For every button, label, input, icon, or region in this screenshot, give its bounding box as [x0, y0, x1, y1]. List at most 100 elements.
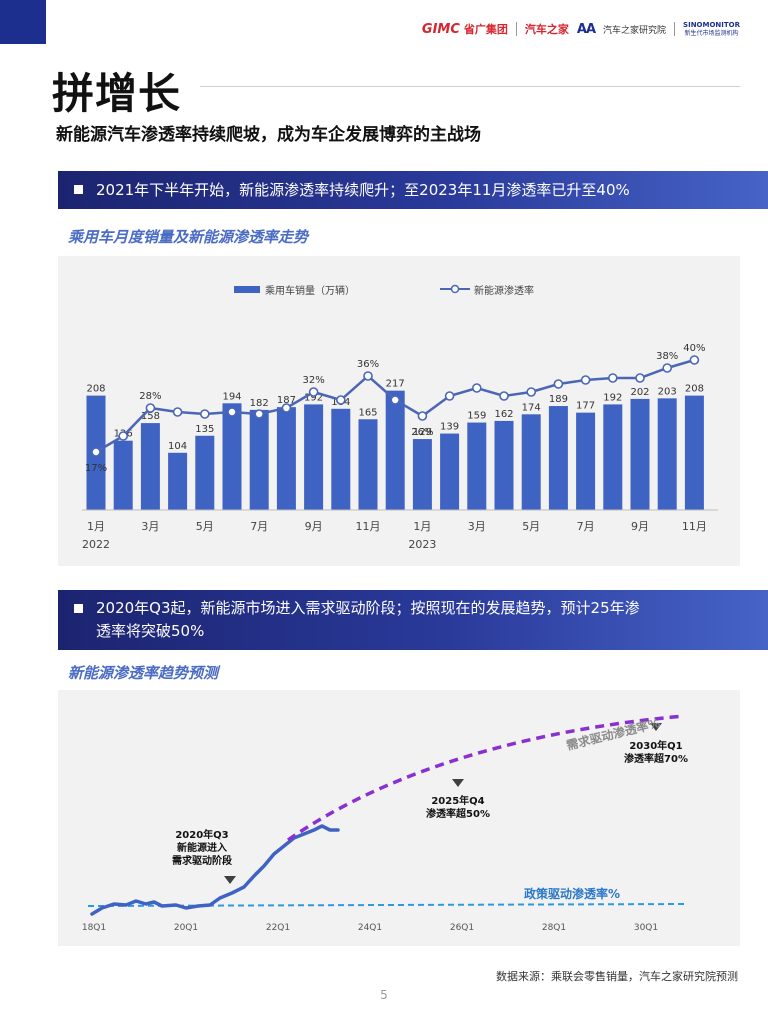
bullet-square-icon: [74, 604, 83, 613]
sales-bar-label: 104: [168, 441, 187, 452]
x-tick-label: 5月: [522, 520, 540, 533]
sales-bar: [222, 403, 242, 510]
data-source-note: 数据来源：乘联会零售销量，汽车之家研究院预测: [496, 970, 738, 983]
sales-bar-label: 187: [277, 395, 296, 406]
penetration-point: [662, 363, 673, 373]
legend-line-marker: [450, 284, 460, 294]
partner-logos: GIMC 省广集团 汽车之家 AA 汽车之家研究院 SINOMONITOR 新生…: [422, 18, 740, 40]
title-divider: [200, 86, 740, 87]
page-subtitle: 新能源汽车渗透率持续爬坡，成为车企发展博弈的主战场: [56, 125, 481, 145]
x-tick-18q1: 18Q1: [82, 923, 106, 933]
demand-driven-forecast-line: [286, 714, 685, 842]
forecast-chart-heading: 新能源渗透率趋势预测: [68, 664, 219, 682]
x-tick-label: 11月: [356, 520, 381, 533]
sales-bar: [684, 395, 704, 510]
sales-bar: [548, 406, 568, 510]
annotation-2030q1-line1: 2030年Q1: [629, 739, 682, 752]
penetration-label: 40%: [683, 343, 705, 354]
penetration-point: [390, 395, 401, 405]
gimc-logo: GIMC: [421, 21, 460, 37]
legend-bar-swatch: [234, 286, 260, 293]
marker-2020q3-icon: [224, 876, 236, 884]
marker-2030q1-icon: [650, 723, 662, 731]
x-tick-22q1: 22Q1: [266, 923, 290, 933]
penetration-point: [689, 355, 700, 365]
penetration-point: [580, 375, 591, 385]
sales-bar: [521, 414, 541, 510]
logo-divider: [674, 22, 676, 36]
page-number: 5: [380, 988, 388, 1002]
penetration-point: [281, 403, 292, 413]
research-logo-mark: AA: [576, 21, 596, 37]
x-tick-20q1: 20Q1: [174, 923, 198, 933]
penetration-point: [526, 387, 537, 397]
sales-bar-label: 135: [195, 424, 214, 435]
sales-bar-label: 129: [413, 427, 432, 438]
penetration-point: [200, 409, 210, 419]
penetration-point: [227, 407, 237, 417]
x-tick-label: 1月: [413, 520, 431, 533]
policy-driven-series-label: 政策驱动渗透率%: [524, 886, 620, 901]
x-tick-label: 9月: [631, 520, 649, 533]
sales-bar: [657, 398, 677, 510]
sales-bar-label: 182: [250, 398, 269, 409]
x-tick-30q1: 30Q1: [634, 923, 658, 933]
annotation-2025q4-line1: 2025年Q4: [431, 794, 484, 807]
sales-bar: [358, 419, 378, 510]
legend-penetration-label: 新能源渗透率: [474, 284, 534, 297]
sales-bar-label: 208: [86, 384, 105, 395]
sales-bar: [304, 404, 324, 510]
sales-bar-label: 158: [141, 411, 160, 422]
penetration-label: 28%: [139, 391, 161, 402]
sales-bar: [276, 407, 296, 510]
annotation-2020q3-line1: 2020年Q3: [175, 828, 228, 841]
sinomonitor-name: SINOMONITOR: [683, 20, 740, 29]
penetration-label: 36%: [357, 359, 379, 370]
x-tick-label: 1月: [87, 520, 105, 533]
penetration-point: [471, 383, 482, 393]
bullet-square-icon: [74, 185, 83, 194]
sales-bar-label: 202: [630, 387, 649, 398]
penetration-label: 17%: [85, 463, 107, 474]
penetration-forecast-chart: 2020年Q3 新能源进入 需求驱动阶段 2025年Q4 渗透率超50% 203…: [58, 690, 740, 946]
penetration-point: [363, 371, 373, 381]
corner-accent: [0, 0, 46, 44]
penetration-point: [308, 387, 319, 397]
penetration-label: 26%: [411, 427, 433, 438]
sales-bar-label: 165: [358, 407, 377, 418]
x-tick-28q1: 28Q1: [542, 923, 566, 933]
sales-bar-label: 192: [304, 392, 323, 403]
penetration-point: [172, 407, 183, 417]
x-tick-label: 3月: [141, 520, 159, 533]
penetration-label: 38%: [656, 351, 678, 362]
sales-bar: [385, 390, 405, 510]
penetration-point: [254, 409, 264, 419]
key-point-banner-2: 2020年Q3起，新能源市场进入需求驱动阶段；按照现在的发展趋势，预计25年渗 …: [58, 590, 768, 650]
annotation-2030q1-line2: 渗透率超70%: [624, 752, 688, 765]
sales-bar-label: 194: [222, 391, 241, 402]
sales-bar: [603, 404, 623, 510]
banner-2-line-2: 透率将突破50%: [96, 622, 205, 640]
x-tick-label: 9月: [305, 520, 323, 533]
sales-bar-label: 139: [440, 422, 459, 433]
sales-bar: [140, 423, 160, 510]
x-tick-24q1: 24Q1: [358, 923, 382, 933]
sales-bar-label: 203: [658, 386, 677, 397]
legend-sales-label: 乘用车销量（万辆）: [265, 284, 355, 297]
penetration-point: [444, 391, 455, 401]
x-tick-label: 11月: [682, 520, 707, 533]
historical-penetration-line: [90, 824, 340, 916]
sinomonitor-logo: SINOMONITOR 新生代市场监测机构: [683, 21, 740, 38]
sales-bar: [576, 412, 596, 510]
sales-bar-label: 162: [494, 409, 513, 420]
sales-bar: [412, 439, 432, 510]
penetration-point: [499, 391, 509, 401]
sales-bar: [113, 440, 133, 510]
sales-bar-label: 174: [522, 402, 541, 413]
gimc-logo-cn: 省广集团: [463, 23, 508, 36]
penetration-point: [607, 373, 618, 383]
x-tick-label: 3月: [468, 520, 486, 533]
penetration-point: [91, 447, 101, 457]
penetration-forecast-chart-svg: 2020年Q3 新能源进入 需求驱动阶段 2025年Q4 渗透率超50% 203…: [82, 714, 688, 933]
penetration-point: [553, 379, 564, 389]
